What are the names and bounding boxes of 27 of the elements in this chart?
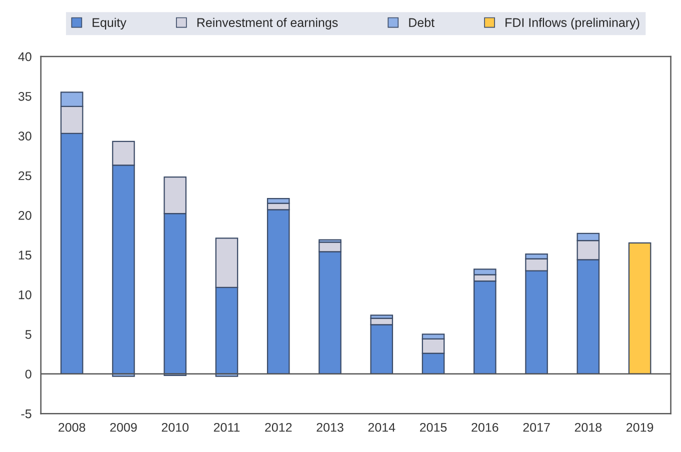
x-tick-label: 2009 [110,422,137,432]
y-tick-label: 20 [18,211,32,220]
legend-label: Debt [409,18,434,28]
x-tick-label: 2014 [368,422,396,432]
y-tick-label: 25 [18,171,32,180]
x-tick-label: 2010 [162,422,189,432]
bar [628,242,652,374]
y-tick-label: 15 [18,250,32,260]
legend-label: FDI Inflows (preliminary) [506,18,640,30]
y-tick-label: 0 [25,370,32,379]
y-tick-label: 40 [18,52,32,62]
x-tick-label: 2019 [626,422,654,432]
legend-label: Reinvestment of earnings [197,18,338,30]
x-tick-label: 2013 [316,422,344,432]
y-tick-label: 30 [18,132,32,141]
x-tick-label: 2017 [523,422,550,432]
legend-label: Equity [92,18,126,30]
x-tick-label: 2012 [265,422,292,432]
x-tick-label: 2015 [420,422,447,432]
x-tick-label: 2018 [574,422,602,432]
y-tick-label: -5 [21,410,32,418]
y-tick-label: 35 [18,92,32,101]
y-tick-label: 10 [18,290,32,300]
x-tick-label: 2016 [472,422,498,432]
y-tick-label: 5 [25,330,32,339]
x-tick-label: 2011 [214,422,240,432]
x-tick-label: 2008 [58,422,86,432]
